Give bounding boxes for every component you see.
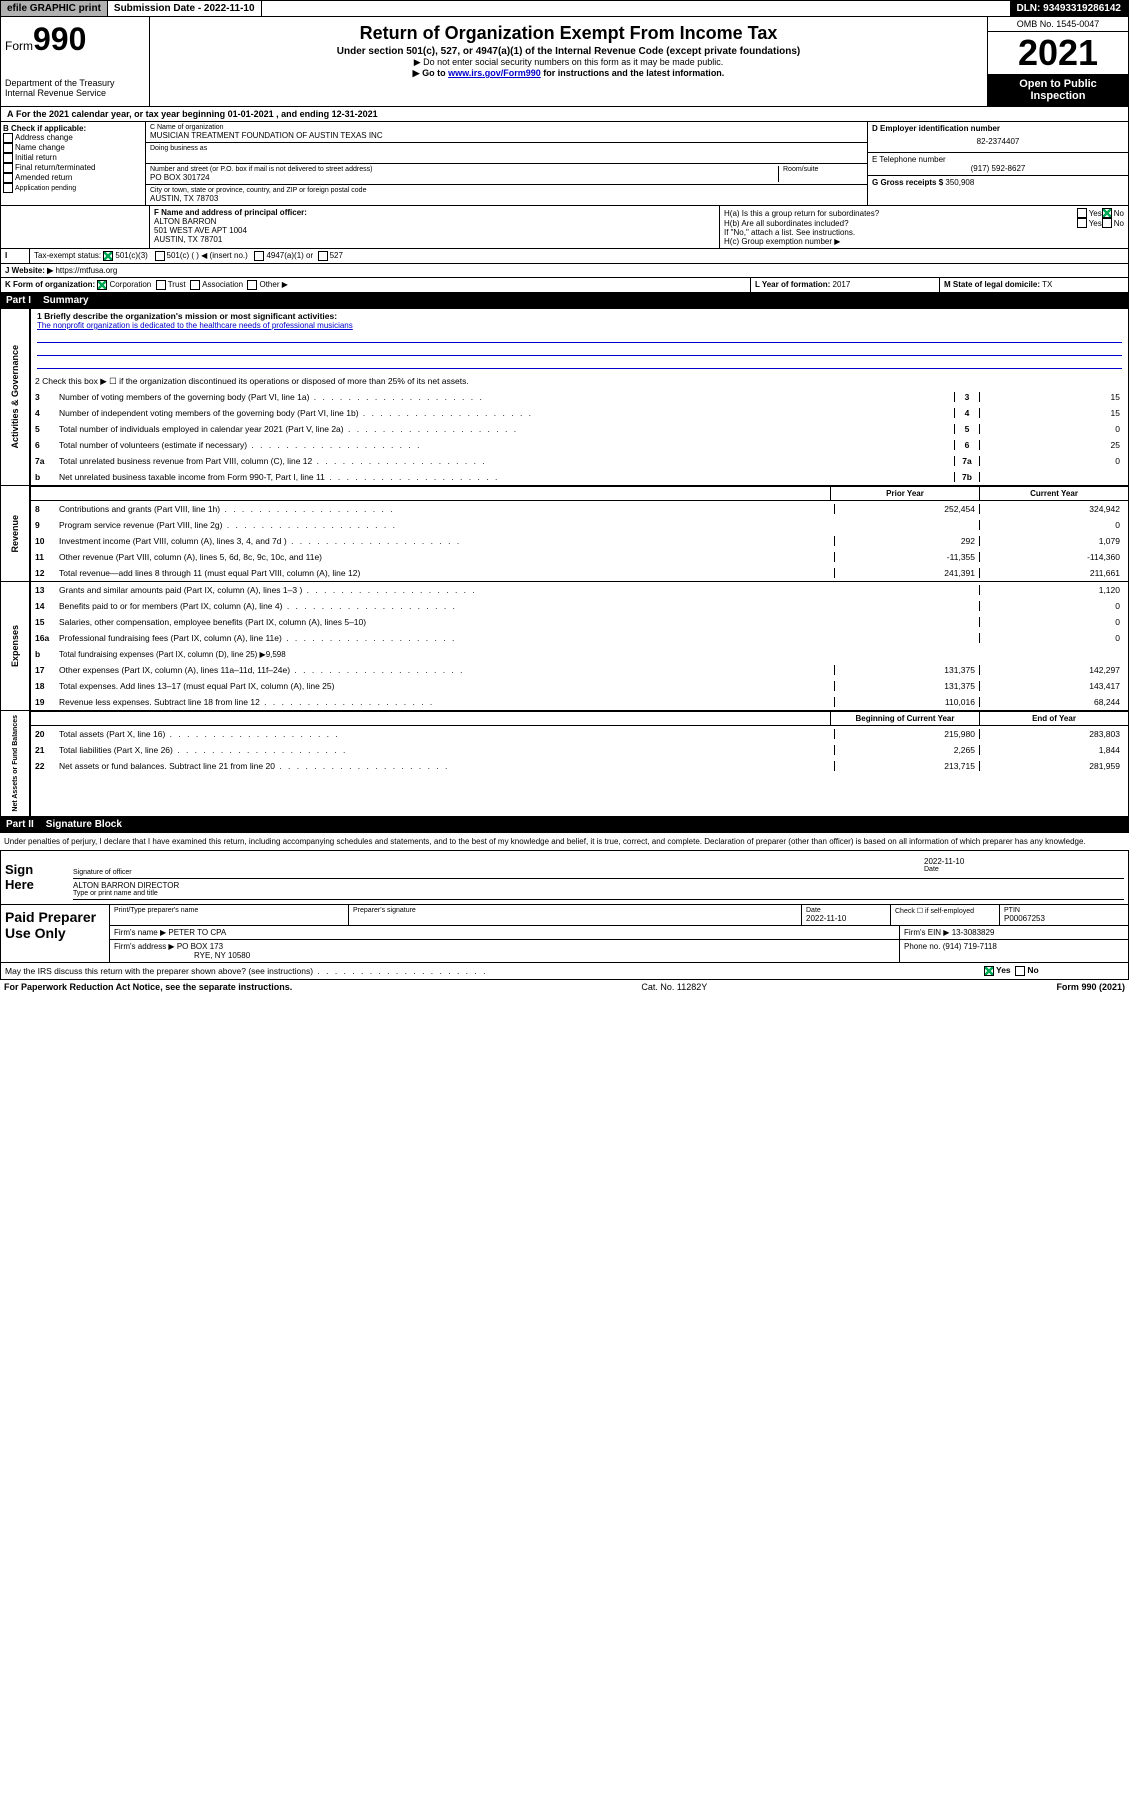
hb-yes-check[interactable] <box>1077 218 1087 228</box>
hb-attach: If "No," attach a list. See instructions… <box>724 228 1124 237</box>
ha-label: H(a) Is this a group return for subordin… <box>724 209 1077 218</box>
street-label: Number and street (or P.O. box if mail i… <box>150 166 778 173</box>
hb-label: H(b) Are all subordinates included? <box>724 219 1077 228</box>
phone-value: (917) 592-8627 <box>872 164 1124 173</box>
website-value[interactable]: https://mtfusa.org <box>55 266 117 275</box>
tax-year: 2021 <box>988 32 1128 74</box>
prior-year-header: Prior Year <box>830 487 979 500</box>
ein-label: D Employer identification number <box>872 124 1124 133</box>
check-name[interactable]: Name change <box>3 143 143 153</box>
footer-right: Form 990 (2021) <box>1056 982 1125 992</box>
rev-section-label: Revenue <box>8 511 22 557</box>
irs-link[interactable]: www.irs.gov/Form990 <box>448 68 541 78</box>
website-label: J Website: ▶ <box>5 266 53 275</box>
ha-yes-check[interactable] <box>1077 208 1087 218</box>
check-final[interactable]: Final return/terminated <box>3 163 143 173</box>
tax-exempt-row: Tax-exempt status: 501(c)(3) 501(c) ( ) … <box>30 249 1128 263</box>
line-3-val: 15 <box>980 392 1124 402</box>
year-formation: 2017 <box>833 280 851 289</box>
firm-ein: 13-3083829 <box>952 928 995 937</box>
dln-label: DLN: 93493319286142 <box>1010 1 1128 16</box>
current-year-header: Current Year <box>979 487 1128 500</box>
check-amended[interactable]: Amended return <box>3 173 143 183</box>
firm-name: PETER TO CPA <box>168 928 226 937</box>
info-section: B Check if applicable: Address change Na… <box>0 122 1129 206</box>
mission-q: 1 Briefly describe the organization's mi… <box>37 311 1122 321</box>
preparer-block: Paid Preparer Use Only Print/Type prepar… <box>0 905 1129 963</box>
ha-no-check[interactable] <box>1102 208 1112 218</box>
ein-value: 82-2374407 <box>872 133 1124 150</box>
check-address[interactable]: Address change <box>3 133 143 143</box>
begin-year-header: Beginning of Current Year <box>830 712 979 725</box>
subtitle-2: ▶ Do not enter social security numbers o… <box>154 57 983 68</box>
check-app[interactable]: Application pending <box>3 183 143 193</box>
net-section-label: Net Assets or Fund Balances <box>10 711 21 816</box>
ptin-value: P00067253 <box>1004 914 1124 923</box>
discuss-yes-check[interactable] <box>984 966 994 976</box>
firm-addr2: RYE, NY 10580 <box>194 951 250 960</box>
discuss-text: May the IRS discuss this return with the… <box>5 966 984 976</box>
corp-check[interactable] <box>97 280 107 290</box>
city-value: AUSTIN, TX 78703 <box>150 194 863 203</box>
hc-label: H(c) Group exemption number ▶ <box>724 237 1124 246</box>
hb-no-check[interactable] <box>1102 218 1112 228</box>
room-label: Room/suite <box>783 166 863 173</box>
footer-left: For Paperwork Reduction Act Notice, see … <box>4 982 292 992</box>
city-label: City or town, state or province, country… <box>150 187 863 194</box>
officer-label: F Name and address of principal officer: <box>154 208 715 217</box>
phone-label: E Telephone number <box>872 155 1124 164</box>
exp-section-label: Expenses <box>8 621 22 671</box>
officer-addr2: AUSTIN, TX 78701 <box>154 235 715 244</box>
check-initial[interactable]: Initial return <box>3 153 143 163</box>
line-2: 2 Check this box ▶ ☐ if the organization… <box>31 373 1128 389</box>
efile-label[interactable]: efile GRAPHIC print <box>1 1 108 16</box>
preparer-title: Paid Preparer Use Only <box>1 905 110 962</box>
inspection-label: Open to PublicInspection <box>988 74 1128 106</box>
sign-here-block: Sign Here Signature of officer 2022-11-1… <box>0 850 1129 905</box>
gross-label: G Gross receipts $ <box>872 178 943 187</box>
form-number: Form990 <box>5 21 145 58</box>
firm-addr1: PO BOX 173 <box>177 942 223 951</box>
check-b-label: B Check if applicable: <box>3 124 143 133</box>
org-name-label: C Name of organization <box>150 124 863 131</box>
gov-section-label: Activities & Governance <box>8 341 22 453</box>
period-row: A For the 2021 calendar year, or tax yea… <box>0 107 1129 122</box>
officer-name: ALTON BARRON <box>154 217 715 226</box>
501c3-check[interactable] <box>103 251 113 261</box>
submission-date: Submission Date - 2022-11-10 <box>108 1 262 16</box>
firm-phone: (914) 719-7118 <box>943 942 997 951</box>
officer-row: F Name and address of principal officer:… <box>0 206 1129 249</box>
street-value: PO BOX 301724 <box>150 173 778 182</box>
page-footer: For Paperwork Reduction Act Notice, see … <box>0 980 1129 994</box>
state-domicile: TX <box>1042 280 1052 289</box>
sig-date: 2022-11-10 <box>924 857 1124 866</box>
org-name: MUSICIAN TREATMENT FOUNDATION OF AUSTIN … <box>150 131 863 140</box>
top-bar: efile GRAPHIC print Submission Date - 20… <box>0 0 1129 17</box>
omb-number: OMB No. 1545-0047 <box>988 17 1128 32</box>
dept-label: Department of the Treasury <box>5 78 145 88</box>
form-header: Form990 Department of the Treasury Inter… <box>0 17 1129 107</box>
form-title: Return of Organization Exempt From Incom… <box>154 23 983 44</box>
gross-value: 350,908 <box>945 178 974 187</box>
sign-here-label: Sign Here <box>1 851 69 904</box>
part1-header: Part ISummary <box>0 293 1129 308</box>
part2-header: Part IISignature Block <box>0 817 1129 832</box>
subtitle-3: ▶ Go to www.irs.gov/Form990 for instruct… <box>154 68 983 79</box>
form-k-row: K Form of organization: Corporation Trus… <box>1 278 751 292</box>
sig-name: ALTON BARRON DIRECTOR <box>73 881 1124 890</box>
discuss-no-check[interactable] <box>1015 966 1025 976</box>
end-year-header: End of Year <box>979 712 1128 725</box>
line-3-text: Number of voting members of the governin… <box>59 392 954 402</box>
officer-addr1: 501 WEST AVE APT 1004 <box>154 226 715 235</box>
footer-mid: Cat. No. 11282Y <box>641 982 707 992</box>
irs-label: Internal Revenue Service <box>5 88 145 98</box>
mission-a: The nonprofit organization is dedicated … <box>37 321 1122 330</box>
dba-label: Doing business as <box>150 145 863 152</box>
subtitle-1: Under section 501(c), 527, or 4947(a)(1)… <box>154 46 983 57</box>
signature-intro: Under penalties of perjury, I declare th… <box>0 832 1129 850</box>
